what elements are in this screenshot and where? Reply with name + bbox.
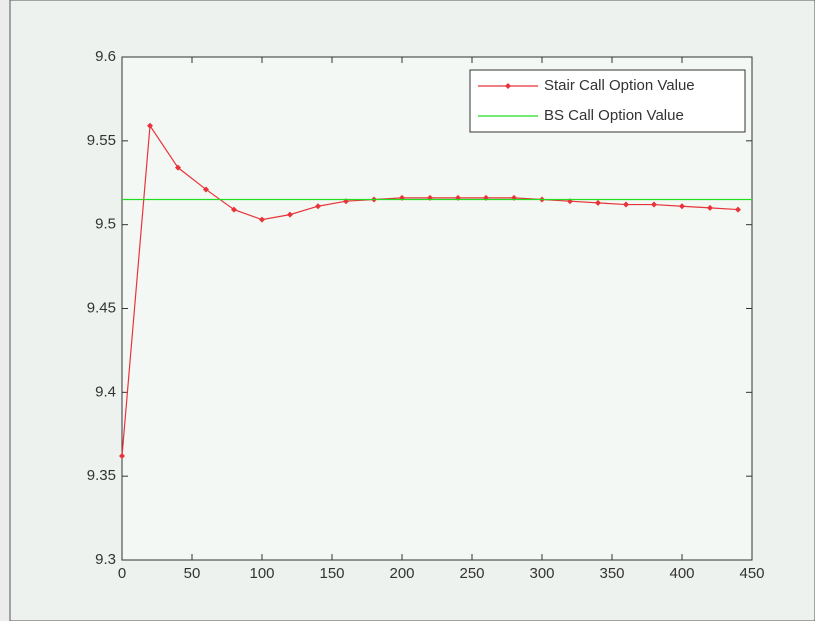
page: 9.3 9.35 9.4 9.45 9.5 9.55 9.6 0 50 100 150 200 250 3…	[0, 0, 815, 621]
legend-label: Stair Call Option Value	[544, 77, 695, 94]
x-tick-label: 300	[529, 565, 554, 582]
x-tick-label: 200	[389, 565, 414, 582]
x-tick-label: 100	[249, 565, 274, 582]
y-tick-label: 9.45	[87, 299, 116, 316]
legend-label: BS Call Option Value	[544, 107, 684, 124]
y-tick-label: 9.55	[87, 132, 116, 149]
y-tick-label: 9.4	[95, 383, 116, 400]
x-tick-label: 50	[184, 565, 201, 582]
x-tick-label: 150	[319, 565, 344, 582]
y-tick-label: 9.6	[95, 48, 116, 65]
x-tick-label: 250	[459, 565, 484, 582]
x-tick-label: 0	[118, 565, 126, 582]
y-tick-label: 9.5	[95, 216, 116, 233]
x-tick-label: 400	[669, 565, 694, 582]
y-tick-label: 9.3	[95, 551, 116, 568]
chart: 9.3 9.35 9.4 9.45 9.5 9.55 9.6 0 50 100 150 200 250 3…	[0, 0, 815, 621]
y-tick-label: 9.35	[87, 467, 116, 484]
x-tick-label: 450	[739, 565, 764, 582]
x-tick-label: 350	[599, 565, 624, 582]
